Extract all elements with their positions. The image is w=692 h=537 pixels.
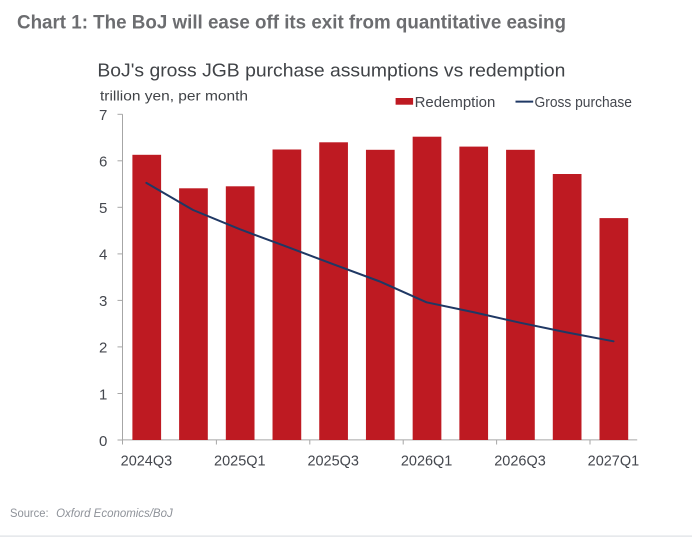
svg-text:5: 5 xyxy=(99,200,107,217)
svg-text:2025Q1: 2025Q1 xyxy=(214,453,266,470)
svg-text:2026Q1: 2026Q1 xyxy=(401,453,453,470)
svg-text:Redemption: Redemption xyxy=(415,94,496,111)
svg-text:3: 3 xyxy=(99,293,107,310)
svg-text:0: 0 xyxy=(99,433,107,450)
svg-text:1: 1 xyxy=(99,386,107,403)
svg-text:2025Q3: 2025Q3 xyxy=(307,453,359,470)
svg-text:Oxford Economics/BoJ: Oxford Economics/BoJ xyxy=(56,506,174,520)
svg-text:2026Q3: 2026Q3 xyxy=(494,453,546,470)
svg-text:7: 7 xyxy=(99,107,107,124)
svg-text:BoJ's gross JGB purchase assum: BoJ's gross JGB purchase assumptions vs … xyxy=(97,60,565,80)
svg-text:6: 6 xyxy=(99,154,107,171)
svg-text:trillion yen, per month: trillion yen, per month xyxy=(100,87,248,103)
svg-text:Chart 1: The BoJ will ease off: Chart 1: The BoJ will ease off its exit … xyxy=(17,13,566,34)
svg-text:Source:: Source: xyxy=(10,506,49,520)
svg-text:2: 2 xyxy=(99,340,107,357)
svg-text:Gross purchase: Gross purchase xyxy=(535,94,632,111)
svg-text:2024Q3: 2024Q3 xyxy=(121,453,173,470)
svg-text:2027Q1: 2027Q1 xyxy=(588,453,640,470)
svg-text:4: 4 xyxy=(99,247,107,264)
